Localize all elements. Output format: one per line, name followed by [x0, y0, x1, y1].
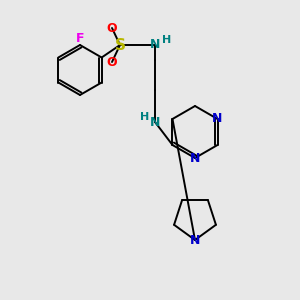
Text: O: O — [107, 22, 117, 34]
Text: N: N — [190, 152, 200, 164]
Text: F: F — [76, 32, 84, 46]
Text: H: H — [162, 35, 172, 45]
Text: S: S — [115, 38, 125, 52]
Text: N: N — [150, 116, 160, 128]
Text: O: O — [107, 56, 117, 68]
Text: N: N — [190, 233, 200, 247]
Text: H: H — [140, 112, 150, 122]
Text: N: N — [212, 112, 223, 125]
Text: N: N — [150, 38, 160, 52]
